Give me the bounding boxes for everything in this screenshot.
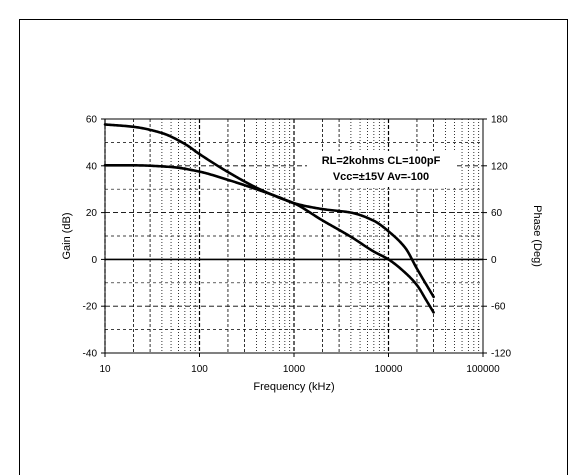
x-tick-label: 1000 xyxy=(283,364,306,375)
y-right-tick-label: 0 xyxy=(491,255,497,266)
y-right-tick-label: 120 xyxy=(491,161,508,172)
y-right-axis-label: Phase (Deg) xyxy=(531,205,543,267)
y-left-tick-label: 20 xyxy=(86,208,98,219)
y-left-tick-label: -20 xyxy=(83,302,98,313)
figure-frame xyxy=(19,19,568,475)
y-right-tick-label: -60 xyxy=(491,302,506,313)
annotation-line-2: Vcc=±15V Av=-100 xyxy=(333,171,429,183)
labels: 10 100 1000 10000 100000 60 40 20 0 -20 -40 180 120 6… xyxy=(61,115,543,394)
grid xyxy=(104,119,483,353)
annotation-line-1: RL=2kohms CL=100pF xyxy=(322,155,441,167)
y-right-tick-label: -120 xyxy=(491,349,511,360)
y-left-tick-label: 60 xyxy=(86,115,98,126)
x-axis-label: Frequency (kHz) xyxy=(253,381,334,393)
series xyxy=(103,123,435,314)
y-left-tick-label: 0 xyxy=(91,255,97,266)
y-left-tick-label: -40 xyxy=(83,349,98,360)
x-tick-label: 10 xyxy=(99,364,111,375)
y-right-tick-label: 60 xyxy=(491,208,503,219)
y-left-axis-label: Gain (dB) xyxy=(61,212,73,259)
x-tick-label: 10000 xyxy=(375,364,403,375)
y-left-tick-label: 40 xyxy=(86,161,98,172)
x-tick-label: 100000 xyxy=(466,364,500,375)
y-right-tick-label: 180 xyxy=(491,115,508,126)
axes xyxy=(101,118,487,357)
annotation-box xyxy=(307,151,455,187)
phase-curve xyxy=(103,123,435,314)
x-tick-label: 100 xyxy=(191,364,208,375)
